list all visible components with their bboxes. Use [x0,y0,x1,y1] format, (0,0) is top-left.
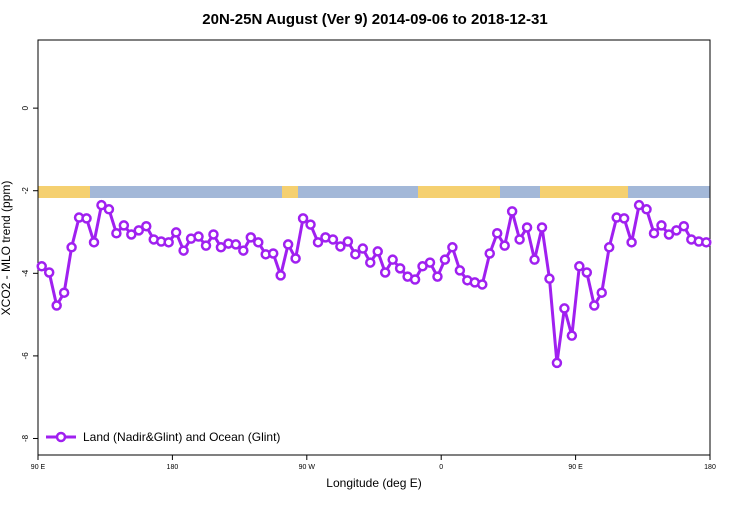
data-point [66,242,77,253]
data-point [678,220,690,232]
data-point [275,270,286,281]
land [540,186,628,198]
data-point [357,243,369,254]
data-point [230,239,242,250]
data-point [484,248,495,259]
data-point [544,273,555,284]
data-point [596,287,607,298]
x-tick-label: 90 E [31,464,46,471]
data-point [656,220,667,231]
x-tick-label: 0 [439,464,443,471]
data-point [424,257,436,268]
data-point [603,242,615,253]
data-point [671,225,682,236]
data-point [58,287,70,298]
chart-title: 20N-25N August (Ver 9) 2014-09-06 to 201… [202,11,547,28]
data-point [36,261,47,272]
data-point [297,213,309,224]
data-point [566,330,578,341]
data-point [589,300,600,311]
data-point [126,229,137,240]
y-tick-label: -6 [21,352,30,360]
map-strip [38,186,710,198]
y-tick-label: -2 [21,187,30,195]
data-point [193,231,204,242]
data-point [648,228,660,239]
data-point [312,237,324,248]
data-point [238,245,249,256]
data-point [350,249,361,260]
data-point [133,225,145,236]
data-point [141,220,152,232]
legend-label: Land (Nadir&Glint) and Ocean (Glint) [83,430,280,444]
data-point [491,228,503,239]
data-point [111,228,122,239]
data-point [574,261,585,272]
data-point [253,237,264,248]
data-point [499,240,510,251]
data-point [170,227,182,238]
data-point [663,229,675,240]
data-point [208,229,219,240]
data-point [432,271,443,282]
data-point [581,267,593,278]
plot-frame [37,39,711,456]
data-point [618,213,630,224]
data-point [178,245,189,256]
y-tick-label: 0 [21,105,30,110]
data-point [365,257,376,268]
data-point [267,248,279,259]
data-point [43,267,55,278]
data-point [335,241,346,252]
data-point [454,265,466,276]
data-point [327,234,339,245]
legend-marker [55,431,67,443]
data-point [394,263,406,274]
data-point [96,199,107,211]
data-point [103,204,115,215]
data-point [633,199,645,211]
data-point [439,254,451,265]
data-point [81,213,92,224]
data-point [551,357,563,369]
data-point [282,239,294,250]
x-tick-label: 180 [704,464,716,471]
data-point [477,279,488,290]
data-point [409,274,421,285]
data-point [559,303,570,314]
data-point [245,232,257,243]
y-tick-label: -8 [21,434,30,442]
land [418,186,500,198]
data-point [372,246,383,257]
data-point [506,206,518,217]
data-point [51,300,62,311]
x-tick-label: 90 E [568,464,583,471]
land [282,186,298,198]
data-point [521,222,533,233]
land [38,186,90,198]
x-tick-label: 180 [167,464,179,471]
x-tick-label: 90 W [299,464,316,471]
data-point [290,253,301,264]
y-tick-label: -4 [21,269,30,277]
data-point [514,234,525,245]
data-point [163,237,174,248]
data-point [342,236,354,247]
data-point [200,240,212,251]
data-point [305,219,316,230]
data-point [387,254,398,265]
data-point [379,267,391,278]
y-axis-label: XCO2 - MLO trend (ppm) [0,181,13,316]
data-point [626,237,637,248]
x-axis-label: Longitude (deg E) [326,476,421,490]
data-point [88,237,100,248]
data-point [118,220,130,231]
data-point [641,204,652,215]
data-point [536,222,548,233]
data-point [529,254,540,265]
data-point [701,237,712,248]
data-point [447,242,458,253]
